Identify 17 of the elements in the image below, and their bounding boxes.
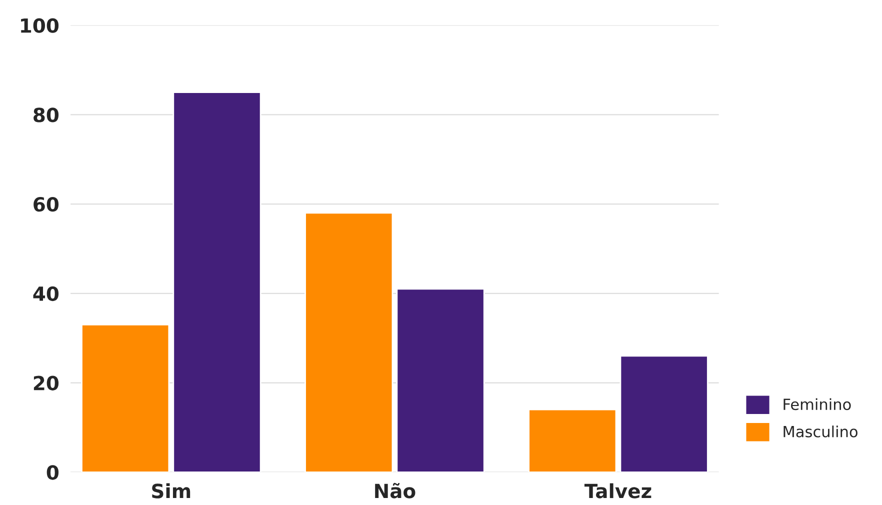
bar: [304, 212, 394, 472]
y-tick-label: 80: [34, 108, 59, 122]
y-tick-label: 0: [46, 465, 59, 480]
bar: [172, 92, 262, 472]
bar: [620, 355, 708, 472]
legend-label: Feminino: [784, 398, 851, 410]
y-tick-label: 20: [34, 376, 59, 390]
x-tick-label: Não: [375, 482, 416, 498]
bar: [396, 288, 485, 472]
y-tick-label: 100: [21, 18, 59, 33]
legend-label: Masculino: [784, 426, 858, 438]
y-tick-label: 40: [33, 286, 59, 302]
y-tick-label: 60: [34, 196, 59, 212]
x-tick-label: Talvez: [584, 483, 652, 498]
x-tick-label: Sim: [152, 483, 190, 498]
bar: [528, 408, 617, 472]
bar: [81, 324, 170, 472]
